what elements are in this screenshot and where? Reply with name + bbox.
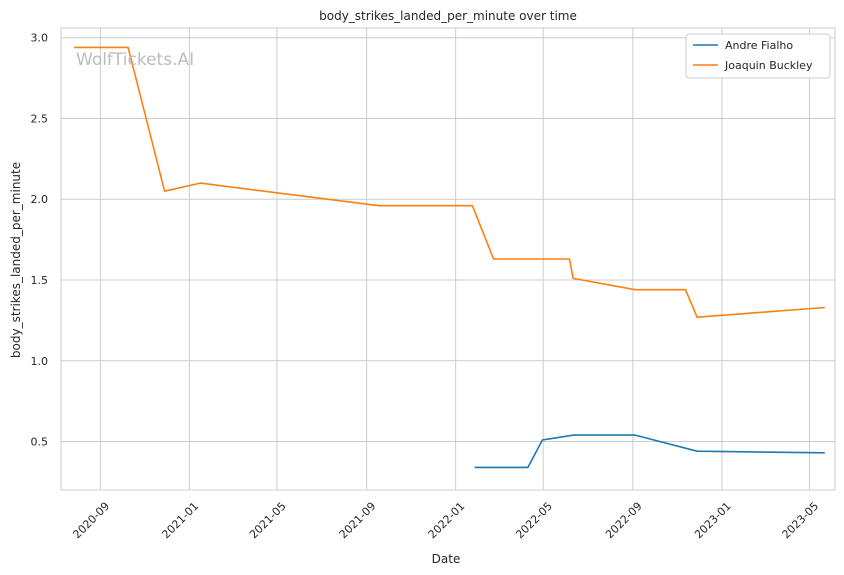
- y-tick-label: 2.0: [31, 193, 49, 206]
- legend-label-andre-fialho: Andre Fialho: [725, 39, 793, 52]
- y-tick-label: 1.0: [31, 355, 49, 368]
- grid-lines: [61, 28, 835, 490]
- y-tick-label: 0.5: [31, 436, 49, 449]
- y-tick-label: 3.0: [31, 32, 49, 45]
- plot-frame: [60, 27, 836, 491]
- y-tick-label: 1.5: [31, 274, 49, 287]
- chart-title: body_strikes_landed_per_minute over time: [319, 9, 577, 23]
- watermark: WolfTickets.AI: [76, 50, 194, 70]
- legend-box: [685, 33, 831, 79]
- y-axis-ticks: 0.5 1.0 1.5 2.0 2.5 3.0: [31, 32, 49, 449]
- series-layer: [74, 46, 825, 469]
- plot-area: [61, 28, 835, 490]
- legend-label-joaquin-buckley: Joaquin Buckley: [724, 59, 813, 72]
- y-axis-label: body_strikes_landed_per_minute: [9, 162, 23, 358]
- series-line-andre-fialho: [474, 434, 825, 469]
- x-axis-label: Date: [432, 552, 461, 566]
- series-line-joaquin-buckley: [74, 46, 825, 319]
- y-tick-label: 2.5: [31, 112, 49, 125]
- legend: Andre Fialho Joaquin Buckley: [685, 33, 831, 79]
